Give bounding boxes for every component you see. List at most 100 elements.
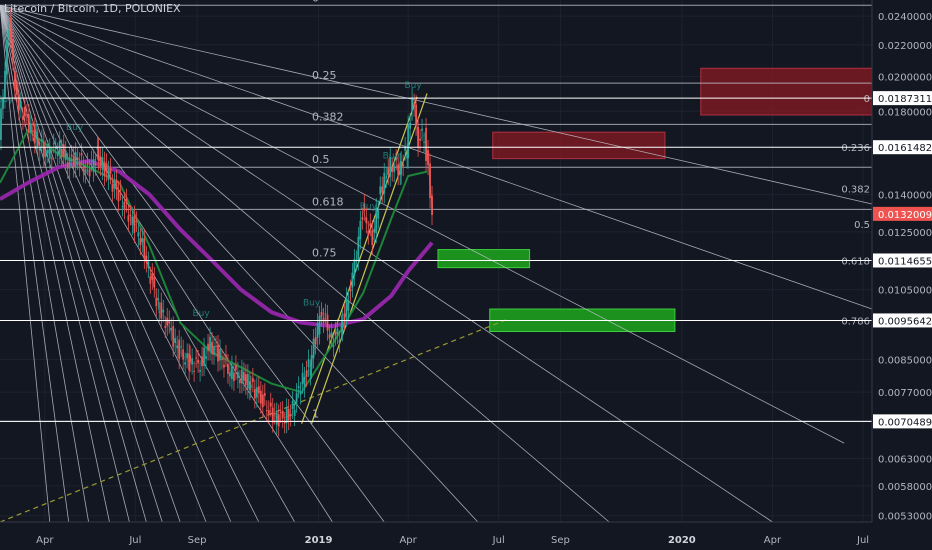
candle-body xyxy=(377,210,380,219)
candle-body xyxy=(133,215,136,233)
price-level-label: 0.00704892 xyxy=(878,417,932,428)
candle-body xyxy=(0,108,2,141)
price-level-badge xyxy=(873,140,932,155)
candle-body xyxy=(320,312,323,317)
candle-body xyxy=(273,412,276,415)
fan-ray xyxy=(0,5,51,523)
candle-body xyxy=(123,201,126,209)
candle-body xyxy=(88,169,91,177)
candle-body xyxy=(255,387,258,398)
candle-body xyxy=(332,345,335,348)
candle-body xyxy=(251,377,254,383)
candle-body xyxy=(2,98,4,109)
candle-body xyxy=(129,214,132,216)
candle-body xyxy=(182,349,185,360)
candle-body xyxy=(219,348,221,361)
candle-body xyxy=(324,313,327,315)
time-axis-background xyxy=(0,522,932,550)
x-tick-label: Jul xyxy=(856,535,869,546)
candle-body xyxy=(66,162,69,169)
fan-ray xyxy=(0,5,110,523)
support-zone xyxy=(437,249,531,269)
candle-body xyxy=(391,167,394,172)
candle-body xyxy=(8,31,10,39)
candle-body xyxy=(90,160,93,162)
candle-body xyxy=(44,150,47,158)
candle-body xyxy=(402,164,405,167)
candle-body xyxy=(203,347,205,366)
candle-body xyxy=(170,327,173,331)
candle-body xyxy=(84,169,87,174)
candle-body xyxy=(162,309,165,313)
candle-body xyxy=(180,346,183,348)
candle-body xyxy=(248,381,251,391)
candle-body xyxy=(341,320,344,332)
candle-body xyxy=(397,164,400,176)
candle-body xyxy=(111,184,114,192)
candle-body xyxy=(96,146,99,150)
candle-body xyxy=(135,220,138,222)
candle-body xyxy=(107,170,110,180)
resistance-zone xyxy=(492,131,666,160)
fan-ray xyxy=(0,5,163,523)
candle-body xyxy=(303,376,306,388)
candle-body xyxy=(153,276,156,288)
candle-body xyxy=(427,149,429,166)
candle-body xyxy=(305,370,308,377)
signal-annotation: Buy xyxy=(192,309,210,319)
candle-body xyxy=(137,232,140,237)
candle-body xyxy=(82,165,85,173)
candle-body xyxy=(221,359,223,361)
candle-body xyxy=(178,339,181,360)
candle-body xyxy=(361,217,364,220)
candle-body xyxy=(12,38,14,60)
candle-body xyxy=(191,358,194,365)
candle-body xyxy=(207,343,209,351)
candle-body xyxy=(385,176,388,178)
candle-body xyxy=(103,161,106,176)
fan-ray xyxy=(0,5,207,523)
candle-body xyxy=(277,414,280,427)
candle-body xyxy=(6,39,8,75)
candle-body xyxy=(16,81,18,95)
candle-body xyxy=(35,132,38,140)
fan-ray xyxy=(0,5,130,523)
fan-ray xyxy=(0,5,70,523)
candle-body xyxy=(240,369,243,384)
candle-body xyxy=(94,163,97,166)
candle-body xyxy=(407,125,410,159)
candle-body xyxy=(343,313,346,321)
candle-body xyxy=(310,354,313,370)
candle-body xyxy=(395,159,398,161)
candle-body xyxy=(351,272,354,288)
candle-body xyxy=(160,302,163,319)
candle-body xyxy=(242,372,245,381)
candle-body xyxy=(143,238,146,259)
candle-body xyxy=(297,386,300,389)
candle-body xyxy=(409,122,412,129)
candle-body xyxy=(201,356,203,367)
candle-body xyxy=(235,365,237,370)
candle-body xyxy=(349,289,352,292)
candle-body xyxy=(353,258,356,276)
candle-body xyxy=(113,181,116,189)
candle-body xyxy=(101,157,104,170)
candle-body xyxy=(238,379,241,384)
candle-body xyxy=(4,70,6,99)
candle-body xyxy=(121,206,124,208)
candle-body xyxy=(421,128,423,131)
candle-body xyxy=(72,156,75,168)
price-level-badge xyxy=(873,253,932,268)
candle-body xyxy=(417,126,419,147)
candle-body xyxy=(172,326,175,347)
candle-body xyxy=(263,393,266,396)
candle-body xyxy=(52,143,55,145)
candle-body xyxy=(115,179,118,190)
candle-body xyxy=(257,386,260,393)
x-tick-label: Apr xyxy=(764,535,782,546)
